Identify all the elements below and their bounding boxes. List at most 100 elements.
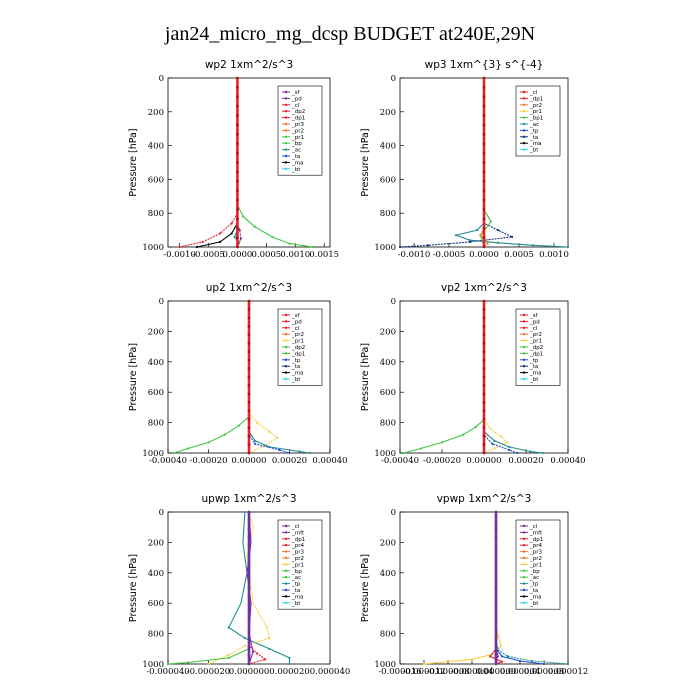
legend-label: _tp [291,358,301,364]
y-tick-label: 800 [148,209,164,219]
x-tick-label: 0.0005 [504,250,534,260]
series-point [493,439,496,442]
legend-label: _bp [529,569,540,575]
series-point [461,433,465,436]
y-tick-label: 400 [380,569,396,579]
series-point [500,660,504,663]
series-point [187,661,190,664]
legend-marker [284,563,288,566]
series-point [499,435,502,438]
legend-label: _pr1 [291,339,304,345]
legend-marker [522,135,526,138]
profile-marker [247,595,251,598]
profile-marker [494,645,498,649]
legend-label: _pr3 [529,550,543,556]
legend-marker [522,524,526,528]
x-tick-label: -0.000004 [450,667,493,677]
legend-marker [284,320,288,323]
profile-marker [494,527,498,531]
profile-marker [494,611,498,615]
series-point [251,650,255,653]
series-point [454,234,458,237]
series-point [479,234,482,237]
profile-marker [247,654,251,657]
series-point [230,232,233,235]
x-tick-label: -0.000020 [187,667,230,677]
x-tick-label: 0.0000 [223,250,253,260]
profile-marker [247,350,251,354]
legend-marker [522,365,526,368]
profile-marker [482,417,486,421]
y-tick-label: 200 [380,108,396,118]
x-tick-label: 0.00020 [508,456,543,466]
legend-label: _pd [529,319,540,325]
legend-label: _bt [529,601,539,607]
profile-marker [247,544,251,548]
legend-marker [284,326,288,329]
x-tick-label: 0.00000 [466,456,501,466]
profile-marker [236,170,239,174]
panel-title: wp3 1xm^{3} s^{-4} [425,59,544,71]
profile-marker [494,603,498,607]
profile-marker [247,611,251,615]
legend-marker [522,550,526,553]
series-point [506,441,509,444]
profile-marker [236,114,239,117]
profile-marker [494,620,498,624]
profile-marker [247,603,251,607]
legend-label: _pr2 [291,128,304,134]
profile-marker [494,519,498,522]
legend-marker [284,103,288,107]
y-axis-label: Pressure [hPa] [128,554,139,622]
series-line [495,512,569,665]
profile-marker [494,535,498,539]
y-tick-label: 400 [380,358,396,368]
legend-label: _sf [291,313,301,319]
profile-marker [482,208,486,211]
series-point [227,626,230,629]
legend-marker [284,544,288,547]
y-tick-label: 800 [380,419,396,429]
profile-marker [482,245,486,249]
y-tick-label: 200 [148,108,164,118]
legend-marker [522,339,526,342]
profile-marker [236,179,239,183]
profile-marker [482,189,486,193]
profile-marker [247,299,251,303]
legend-marker [522,544,526,547]
legend-marker [522,110,526,113]
legend-label: _mft [529,530,543,536]
profile-marker [494,595,498,598]
y-tick-label: 0 [159,508,164,518]
x-tick-label: 0.0000 [469,250,499,260]
series-point [207,662,210,666]
profile-marker [236,208,239,211]
series-point [422,662,426,666]
y-tick-label: 200 [148,327,164,337]
legend: _cl_dp1_pr2_pr1_bp1_ac_tp_ta_ma_bt [515,85,561,157]
series-point [253,439,257,442]
profile-marker [247,510,251,514]
y-tick-label: 1000 [374,449,396,459]
x-tick-label: 0.000020 [269,667,310,677]
legend-marker [284,90,288,94]
y-tick-label: 600 [380,175,396,185]
legend-marker [284,365,288,368]
profile-marker [247,637,251,641]
profile-marker [236,123,239,127]
x-tick-label: 0.000040 [310,667,351,677]
legend-label: _dp1 [291,537,305,543]
legend-marker [284,588,288,592]
y-axis-label: Pressure [hPa] [128,343,139,411]
profile-marker [482,198,486,202]
y-tick-label: 1000 [374,243,396,253]
legend-label: _ta [529,588,538,594]
series-point [506,655,510,658]
legend-label: _ac [529,122,539,128]
profile-marker [482,123,486,127]
panel-title: wp2 1xm^2/s^3 [205,59,293,71]
series-point [499,644,502,647]
series-point [178,245,181,249]
panel-title: vpwp 1xm^2/s^3 [437,493,532,505]
legend-marker [522,90,526,94]
